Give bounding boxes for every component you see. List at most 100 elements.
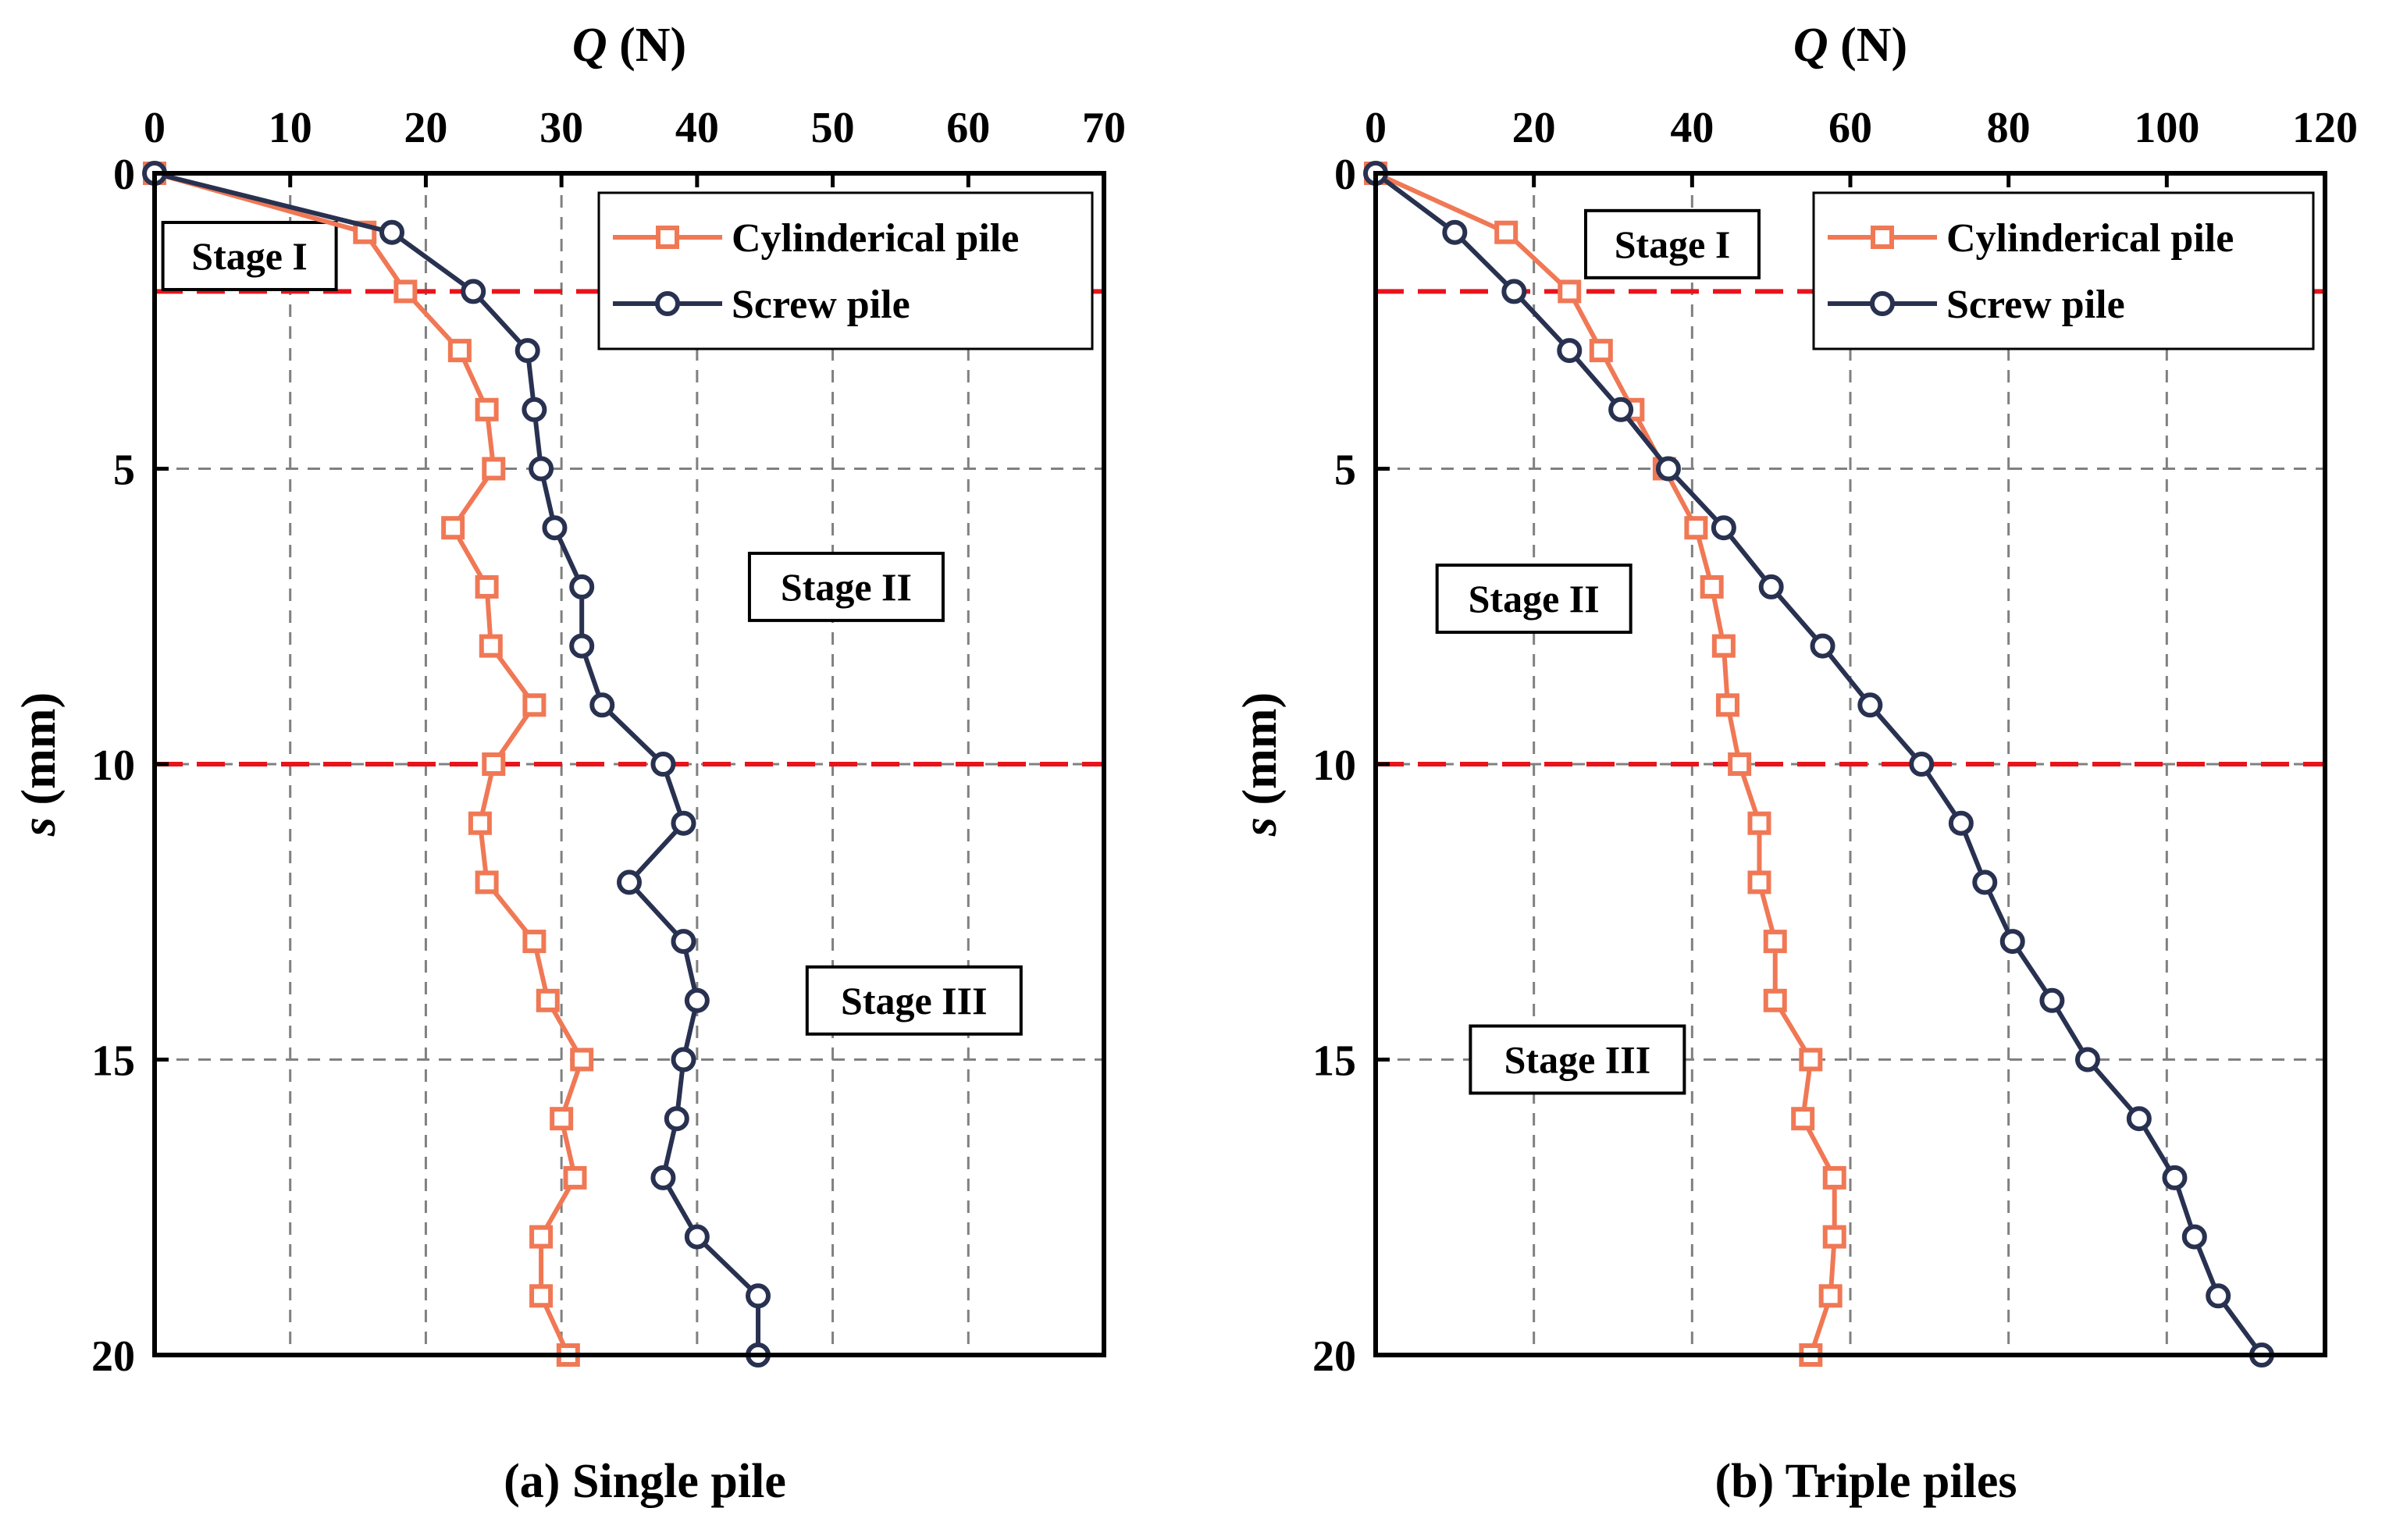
x-tick-label: 20: [404, 104, 447, 152]
data-point-circle: [684, 1224, 710, 1250]
panel-caption: (a) Single pile: [504, 1455, 786, 1508]
data-point-square: [441, 516, 465, 540]
data-point-square: [1589, 339, 1613, 363]
data-point-circle: [1501, 279, 1527, 304]
x-tick-label: 0: [144, 104, 166, 152]
legend-label: Screw pile: [732, 283, 910, 327]
stage-label: Stage III: [1504, 1038, 1651, 1082]
y-axis-title: s (mm): [12, 692, 66, 837]
data-point-circle: [1909, 752, 1935, 777]
y-tick-label: 5: [113, 446, 135, 495]
x-axis-unit: (N): [607, 19, 687, 72]
data-point-square: [550, 1107, 574, 1131]
x-tick-label: 60: [946, 104, 990, 152]
data-point-square: [570, 1047, 594, 1072]
x-tick-label: 120: [2292, 104, 2358, 152]
data-point-circle: [569, 574, 595, 599]
stage-label-box: [805, 965, 1023, 1036]
y-axis-title: s (mm): [1234, 692, 1287, 837]
x-tick-label: 10: [269, 104, 312, 152]
y-tick-label: 10: [1312, 742, 1356, 790]
y-tick-label: 5: [1334, 446, 1356, 495]
data-point-square: [522, 930, 547, 954]
data-point-circle: [569, 633, 595, 659]
legend-box: [597, 191, 1094, 350]
stage-label: Stage II: [781, 565, 912, 609]
legend-label: Screw pile: [1946, 283, 2125, 327]
legend-marker-circle: [655, 291, 680, 316]
data-point-circle: [1758, 574, 1784, 599]
data-point-square: [468, 811, 492, 835]
legend-marker-square: [1871, 226, 1894, 249]
data-point-circle: [589, 692, 615, 718]
data-point-square: [482, 457, 506, 481]
x-axis-unit: (N): [1828, 19, 1908, 72]
legend-label: Cylinderical pile: [732, 216, 1019, 261]
data-point-square: [475, 397, 499, 421]
stage-label: Stage I: [1615, 222, 1731, 266]
legend-box: [1812, 191, 2315, 350]
data-point-square: [1822, 1165, 1846, 1190]
x-tick-label: 100: [2134, 104, 2199, 152]
y-axis-variable: s: [1234, 817, 1287, 837]
y-tick-label: 15: [91, 1037, 135, 1086]
data-point-square: [529, 1225, 554, 1249]
chart-panel-b: Stage I Stage II Stage III Cylinderical pil…: [1234, 19, 2358, 1508]
data-point-square: [475, 870, 499, 894]
data-point-circle: [1972, 870, 1998, 895]
x-axis-variable: Q: [572, 19, 607, 72]
data-point-circle: [2162, 1165, 2188, 1190]
stage-label-box: [1469, 1024, 1686, 1095]
x-tick-label: 20: [1512, 104, 1556, 152]
x-tick-label: 30: [539, 104, 583, 152]
data-point-square: [1494, 220, 1519, 244]
y-tick-label: 0: [113, 151, 135, 199]
data-point-circle: [650, 752, 676, 777]
data-point-circle: [1608, 397, 1634, 422]
chart-panel-a: Stage I Stage II Stage III Cylinderical pil…: [12, 19, 1126, 1508]
data-point-square: [1728, 752, 1752, 776]
stage-label: Stage III: [841, 979, 988, 1023]
y-axis-unit: (mm): [1234, 692, 1287, 817]
data-point-circle: [671, 1047, 696, 1072]
data-point-circle: [617, 870, 642, 895]
data-point-square: [536, 988, 560, 1012]
data-point-square: [563, 1165, 587, 1190]
data-point-circle: [1810, 633, 1835, 659]
x-axis-title: Q (N): [1793, 19, 1907, 72]
stage-label-box: [1584, 208, 1761, 279]
data-point-square: [393, 279, 418, 304]
y-axis-variable: s: [12, 817, 66, 837]
data-point-circle: [671, 810, 696, 836]
legend-marker-circle: [1870, 291, 1895, 316]
data-point-square: [1791, 1107, 1815, 1131]
x-tick-label: 40: [675, 104, 719, 152]
data-point-circle: [1711, 515, 1736, 541]
data-point-circle: [1442, 219, 1468, 245]
y-tick-label: 15: [1312, 1037, 1356, 1086]
data-point-square: [475, 574, 499, 599]
data-point-square: [482, 752, 506, 776]
y-axis-unit: (mm): [12, 692, 66, 817]
x-axis-title: Q (N): [572, 19, 686, 72]
data-point-square: [1711, 634, 1736, 658]
data-point-circle: [514, 338, 540, 364]
data-point-square: [1822, 1225, 1846, 1249]
data-point-circle: [2075, 1047, 2100, 1072]
data-point-square: [479, 634, 503, 658]
data-point-square: [1747, 870, 1771, 894]
data-point-square: [1799, 1047, 1823, 1072]
data-point-circle: [1999, 929, 2025, 955]
data-point-square: [529, 1284, 554, 1308]
x-tick-label: 70: [1082, 104, 1126, 152]
data-point-circle: [2126, 1106, 2152, 1132]
data-point-square: [1747, 811, 1771, 835]
x-tick-label: 40: [1670, 104, 1714, 152]
y-tick-label: 10: [91, 742, 135, 790]
data-point-circle: [1948, 810, 1974, 836]
panel-caption: (b) Triple piles: [1715, 1455, 2017, 1508]
data-point-circle: [746, 1283, 771, 1309]
data-point-circle: [522, 397, 547, 422]
data-point-circle: [379, 219, 404, 245]
